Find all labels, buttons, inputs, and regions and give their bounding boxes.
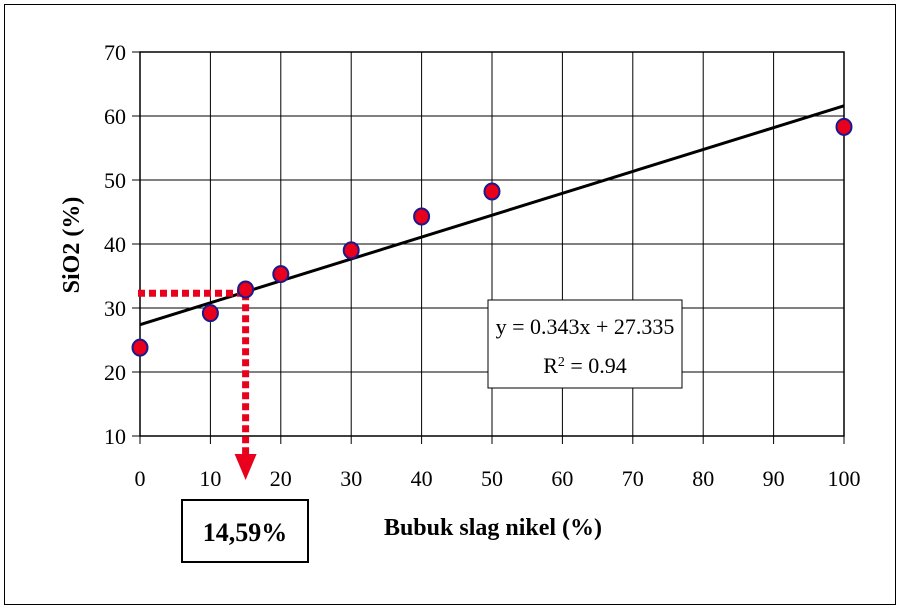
x-tick-label: 30 — [340, 466, 362, 491]
data-point — [272, 265, 290, 284]
annotation-guide — [138, 289, 257, 480]
x-tick-label: 40 — [411, 466, 433, 491]
x-tick-label: 80 — [692, 466, 714, 491]
result-callout: 14,59% — [181, 499, 309, 563]
x-tick-label: 0 — [135, 466, 146, 491]
plot-area — [139, 51, 845, 437]
x-tick-label: 50 — [481, 466, 503, 491]
x-tick-label: 100 — [828, 466, 861, 491]
y-tick-label: 60 — [104, 104, 126, 129]
data-point — [413, 207, 431, 226]
r-squared-value: = 0.94 — [565, 353, 627, 378]
x-tick-label: 10 — [199, 466, 221, 491]
r-squared-superscript: 2 — [558, 355, 565, 370]
data-point — [131, 338, 149, 357]
x-tick-labels: 0 10 20 30 40 50 60 70 80 90 100 — [135, 466, 861, 491]
data-point — [483, 182, 501, 201]
y-tick-label: 30 — [104, 296, 126, 321]
chart-frame — [4, 4, 896, 605]
x-tick-label: 60 — [551, 466, 573, 491]
y-tick-label: 10 — [104, 424, 126, 449]
y-tick-label: 50 — [104, 168, 126, 193]
x-tick-label: 70 — [622, 466, 644, 491]
r-squared-prefix: R — [543, 353, 558, 378]
trendline — [139, 104, 845, 327]
x-tick-label: 90 — [763, 466, 785, 491]
y-tick-label: 40 — [104, 232, 126, 257]
x-tick-label: 20 — [270, 466, 292, 491]
data-point — [342, 241, 360, 260]
y-tick-labels: 10 20 30 40 50 60 70 — [104, 40, 126, 449]
data-point — [835, 117, 853, 136]
x-axis-title: Bubuk slag nikel (%) — [384, 515, 602, 541]
y-axis-title: SiO2 (%) — [59, 197, 85, 294]
arrow-head-icon — [234, 454, 257, 480]
equation-box: y = 0.343x + 27.335 R2 = 0.94 — [487, 299, 683, 389]
data-point — [201, 304, 219, 323]
r-squared-text: R2 = 0.94 — [543, 353, 627, 378]
data-points — [131, 117, 853, 357]
y-tick-label: 70 — [104, 40, 126, 65]
result-callout-label: 14,59% — [203, 518, 288, 547]
equation-text: y = 0.343x + 27.335 — [496, 314, 675, 339]
y-tick-label: 20 — [104, 360, 126, 385]
data-point — [237, 280, 255, 299]
